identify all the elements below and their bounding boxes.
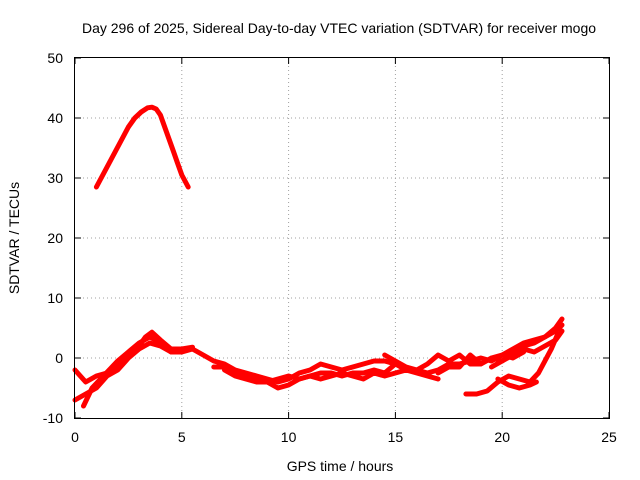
plot-frame xyxy=(74,57,610,419)
y-axis: -10 0 10 20 30 40 50 xyxy=(43,50,609,426)
y-axis-label: SDTVAR / TECUs xyxy=(6,182,22,294)
x-tick-label: 25 xyxy=(601,429,617,445)
series-line-arc-i xyxy=(435,322,565,376)
y-tick-label: 10 xyxy=(47,290,63,306)
x-tick-label: 20 xyxy=(494,429,510,445)
y-tick-label: -10 xyxy=(43,410,63,426)
y-tick-label: 40 xyxy=(47,110,63,126)
series-line-arc-c xyxy=(81,334,174,409)
grid xyxy=(75,58,609,418)
x-axis: 0 5 10 15 20 25 xyxy=(71,58,617,445)
series-group xyxy=(72,104,565,409)
chart-title: Day 296 of 2025, Sidereal Day-to-day VTE… xyxy=(82,20,596,36)
series-line-arc-high xyxy=(93,104,191,190)
x-tick-label: 0 xyxy=(71,429,79,445)
series-line-arc-k xyxy=(463,331,561,397)
series-line-arc-a xyxy=(72,329,195,385)
x-tick-label: 10 xyxy=(281,429,297,445)
y-tick-label: 50 xyxy=(47,50,63,66)
series-line-arc-l xyxy=(495,376,539,391)
x-tick-label: 15 xyxy=(388,429,404,445)
x-axis-label: GPS time / hours xyxy=(287,458,394,474)
series-line-arc-f xyxy=(222,367,441,385)
y-tick-label: 20 xyxy=(47,230,63,246)
y-tick-label: 30 xyxy=(47,170,63,186)
x-tick-label: 5 xyxy=(178,429,186,445)
y-tick-label: 0 xyxy=(55,350,63,366)
